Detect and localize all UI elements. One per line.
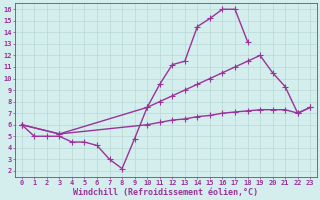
X-axis label: Windchill (Refroidissement éolien,°C): Windchill (Refroidissement éolien,°C) [74, 188, 259, 197]
